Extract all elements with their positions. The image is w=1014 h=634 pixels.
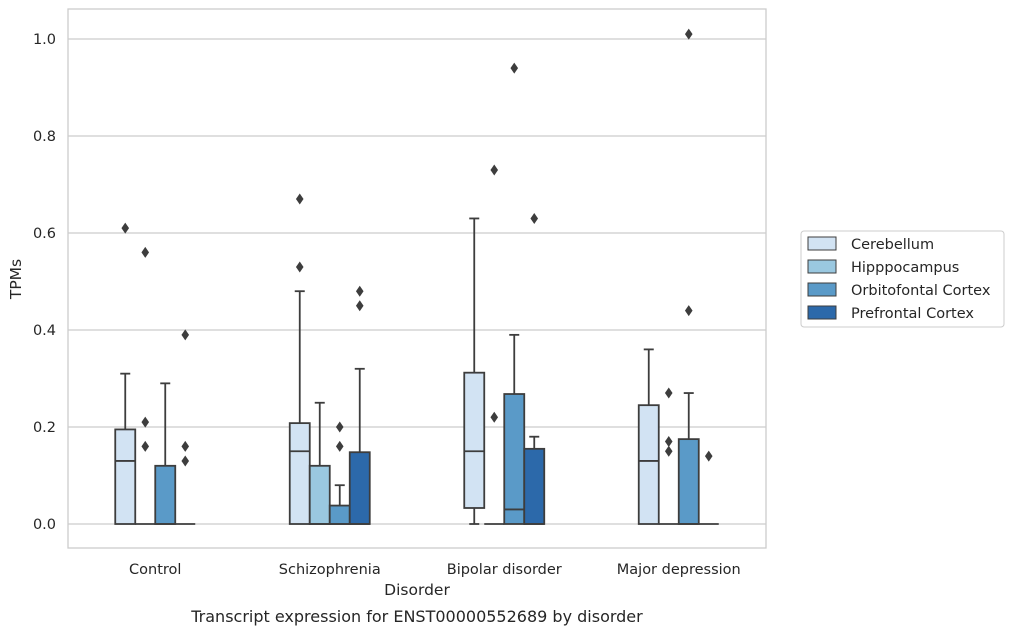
outlier-point bbox=[664, 445, 673, 457]
box-body bbox=[114, 428, 137, 525]
outlier-point bbox=[530, 212, 539, 224]
y-tick-label: 0.6 bbox=[33, 226, 56, 242]
outlier-point bbox=[355, 300, 364, 312]
outlier-point bbox=[121, 222, 130, 234]
x-tick-label-control: Control bbox=[129, 562, 181, 578]
gridlines bbox=[68, 38, 766, 525]
legend-swatch-prefrontal-cortex bbox=[807, 305, 837, 320]
outlier-point bbox=[181, 440, 190, 452]
box-prefrontal-cortex-bipolar-disorder bbox=[523, 212, 546, 525]
outlier-point bbox=[490, 411, 499, 423]
y-tick-label: 0.8 bbox=[33, 129, 56, 145]
x-tick-label-bipolar-disorder: Bipolar disorder bbox=[447, 562, 562, 578]
box-body bbox=[348, 451, 371, 525]
box-body bbox=[154, 464, 177, 525]
outlier-point bbox=[181, 329, 190, 341]
box-prefrontal-cortex-control bbox=[175, 329, 196, 525]
box-orbitofontal-cortex-bipolar-disorder bbox=[503, 62, 526, 525]
x-axis-title: Disorder bbox=[384, 581, 450, 599]
box-prefrontal-cortex-schizophrenia bbox=[348, 285, 371, 525]
outlier-point bbox=[181, 455, 190, 467]
box-body bbox=[288, 422, 311, 525]
y-tick-labels: 0.0 0.2 0.4 0.6 0.8 1.0 bbox=[33, 32, 56, 533]
box-body bbox=[637, 404, 660, 525]
box-prefrontal-cortex-major-depression bbox=[698, 450, 719, 525]
legend: Cerebellum Hipppocampus Orbitofontal Corte… bbox=[800, 230, 1005, 328]
y-tick-label: 0.4 bbox=[33, 323, 56, 339]
y-tick-label: 0.2 bbox=[33, 420, 56, 436]
outlier-point bbox=[684, 28, 693, 40]
y-tick-label: 1.0 bbox=[33, 32, 56, 48]
legend-swatch-orbitofontal-cortex bbox=[807, 282, 837, 297]
outlier-point bbox=[355, 285, 364, 297]
x-tick-label-schizophrenia: Schizophrenia bbox=[279, 562, 381, 578]
box-body bbox=[677, 438, 700, 525]
box-cerebellum-bipolar-disorder bbox=[463, 217, 486, 525]
outlier-point bbox=[141, 416, 150, 428]
box-body bbox=[328, 504, 351, 525]
legend-swatch-hipppocampus bbox=[807, 259, 837, 274]
outlier-point bbox=[141, 440, 150, 452]
outlier-point bbox=[335, 421, 344, 433]
box-hipppocampus-bipolar-disorder bbox=[484, 164, 505, 525]
box-body bbox=[503, 393, 526, 525]
outlier-point bbox=[664, 387, 673, 399]
x-tick-label-major-depression: Major depression bbox=[617, 562, 741, 578]
outlier-point bbox=[664, 436, 673, 448]
box-hipppocampus-major-depression bbox=[658, 387, 679, 525]
outlier-point bbox=[335, 440, 344, 452]
outlier-point bbox=[684, 305, 693, 317]
legend-swatch-cerebellum bbox=[807, 236, 837, 251]
box-orbitofontal-cortex-major-depression bbox=[677, 28, 700, 525]
figure-caption: Transcript expression for ENST0000055268… bbox=[190, 607, 643, 626]
box-cerebellum-schizophrenia bbox=[288, 193, 311, 525]
box-body bbox=[523, 447, 546, 525]
boxes-layer bbox=[114, 28, 719, 525]
box-body bbox=[463, 371, 486, 509]
plot-area-frame bbox=[67, 8, 767, 549]
legend-label-orbitofontal-cortex: Orbitofontal Cortex bbox=[851, 283, 991, 299]
outlier-point bbox=[704, 450, 713, 462]
outlier-point bbox=[295, 261, 304, 273]
outlier-point bbox=[141, 246, 150, 258]
outlier-point bbox=[510, 62, 519, 74]
outlier-point bbox=[295, 193, 304, 205]
legend-label-prefrontal-cortex: Prefrontal Cortex bbox=[851, 306, 974, 322]
box-body bbox=[308, 464, 331, 525]
y-axis-title: TPMs bbox=[7, 259, 25, 300]
legend-label-hipppocampus: Hipppocampus bbox=[851, 260, 959, 276]
box-cerebellum-control bbox=[114, 222, 137, 525]
outlier-point bbox=[490, 164, 499, 176]
box-orbitofontal-cortex-schizophrenia bbox=[328, 421, 351, 525]
y-tick-label: 0.0 bbox=[33, 517, 56, 533]
box-hipppocampus-schizophrenia bbox=[308, 401, 331, 525]
x-tick-labels: Control Schizophrenia Bipolar disorder Majo… bbox=[129, 562, 741, 578]
legend-label-cerebellum: Cerebellum bbox=[851, 237, 934, 253]
box-orbitofontal-cortex-control bbox=[154, 382, 177, 525]
box-cerebellum-major-depression bbox=[637, 348, 660, 525]
legend-frame bbox=[800, 230, 1005, 328]
box-hipppocampus-control bbox=[135, 246, 156, 525]
